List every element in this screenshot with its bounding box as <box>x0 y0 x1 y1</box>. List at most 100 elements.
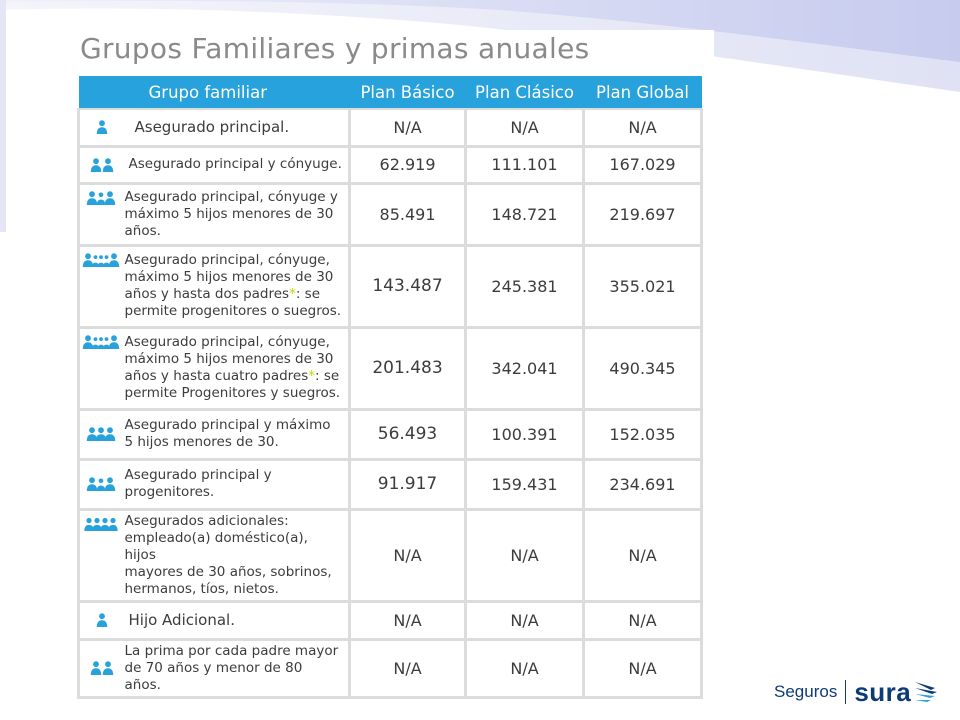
plan-global-value: 152.035 <box>582 407 704 461</box>
premium-value: N/A <box>628 610 657 630</box>
premium-value: 342.041 <box>491 358 558 378</box>
brand-seguros-text: Seguros <box>774 682 838 701</box>
group-description: Asegurado principal, cónyuge y máximo 5 h… <box>122 181 352 247</box>
description-line: Asegurado principal, cónyuge, <box>124 334 330 350</box>
family-icon <box>87 190 116 205</box>
premium-value: 111.101 <box>491 155 558 174</box>
description-text: años y hasta cuatro padres <box>124 368 309 384</box>
description-line: Asegurado principal, cónyuge y <box>124 188 338 205</box>
table-row: Asegurado principal y progenitores. 91.917… <box>77 457 704 511</box>
row-icon-cell <box>77 457 123 511</box>
plan-clasico-value: N/A <box>464 108 586 148</box>
asterisk-mark: * <box>308 368 316 384</box>
slide-title: Grupos Familiares y primas anuales <box>68 30 714 72</box>
plan-global-value: 234.691 <box>582 457 704 511</box>
premium-value: 91.917 <box>377 474 438 494</box>
description-text: : se <box>315 368 340 384</box>
group-description: Asegurado principal. <box>122 108 352 148</box>
premium-value: 100.391 <box>491 424 558 444</box>
premium-value: 167.029 <box>609 155 676 174</box>
table-row: Asegurado principal y máximo 5 hijos meno… <box>77 407 704 461</box>
plan-clasico-value: N/A <box>464 637 586 699</box>
premium-value: 355.021 <box>609 276 676 296</box>
premium-table: Grupo familiar Plan Básico Plan Clásico … <box>77 76 704 699</box>
premium-value: N/A <box>628 658 657 678</box>
premium-value: N/A <box>393 117 422 137</box>
description-line: empleado(a) doméstico(a), hijos <box>124 529 308 563</box>
description-line: de 70 años y menor de 80 años. <box>124 659 303 693</box>
description-line: Asegurado principal, cónyuge, <box>124 252 330 268</box>
premium-value: N/A <box>510 117 539 137</box>
premium-value: 148.721 <box>491 204 558 224</box>
group-description: Asegurado principal, cónyuge, máximo 5 hi… <box>122 243 352 329</box>
row-icon-cell <box>77 407 123 461</box>
premium-value: 219.697 <box>609 204 676 224</box>
sura-wing-icon <box>915 682 938 702</box>
description-line: años y hasta cuatro padres*: se <box>125 368 343 385</box>
row-icon-cell <box>77 108 123 148</box>
premium-value: 152.035 <box>609 424 676 444</box>
brand-sura-text: sura <box>854 676 912 707</box>
description-line: máximo 5 hijos menores de 30 <box>124 351 334 367</box>
row-icon-cell <box>77 507 123 603</box>
table-row: Asegurados adicionales: empleado(a) domés… <box>77 507 704 603</box>
description-line: máximo 5 hijos menores de 30 <box>124 269 334 285</box>
plan-global-value: 490.345 <box>582 325 704 411</box>
plan-basico-value: N/A <box>348 507 468 603</box>
table-row: Asegurado principal. N/A N/A N/A <box>77 108 704 148</box>
description-line: hermanos, tíos, nietos. <box>124 580 279 597</box>
extended-family-icon <box>83 252 120 267</box>
description-line: Asegurado principal y cónyuge. <box>128 156 342 172</box>
premium-value: N/A <box>510 610 539 630</box>
description-line: La prima por cada padre mayor <box>124 642 339 659</box>
plan-clasico-value: N/A <box>464 507 586 603</box>
premium-value: 201.483 <box>372 358 443 378</box>
plan-clasico-value: 111.101 <box>464 144 586 185</box>
group-description: Hijo Adicional. <box>122 599 352 641</box>
header-plan-clasico: Plan Clásico <box>465 76 584 109</box>
premium-value: 490.345 <box>609 358 676 378</box>
description-line: permite Progenitores y suegros. <box>124 385 341 401</box>
description-line: años y hasta dos padres*: se <box>125 286 343 303</box>
premium-value: N/A <box>393 610 422 630</box>
family-icon <box>87 477 116 491</box>
description-line: Asegurados adicionales: <box>124 512 289 529</box>
header-grupo-familiar: Grupo familiar <box>78 76 350 109</box>
table-row: Asegurado principal, cónyuge, máximo 5 hi… <box>77 243 704 329</box>
plan-clasico-value: 159.431 <box>464 457 586 511</box>
plan-basico-value: N/A <box>348 108 468 148</box>
description-line: progenitores. <box>124 484 215 500</box>
plan-clasico-value: N/A <box>464 599 586 641</box>
sura-logo: Seguros sura <box>774 672 950 712</box>
couple-icon <box>90 157 113 172</box>
premium-value: 85.491 <box>379 204 436 224</box>
brand-divider <box>845 680 847 704</box>
plan-global-value: N/A <box>582 599 704 641</box>
extended-family-icon <box>83 334 120 349</box>
description-line: 5 hijos menores de 30. <box>124 434 279 450</box>
asterisk-mark: * <box>289 286 296 302</box>
header-plan-global: Plan Global <box>583 76 702 109</box>
plan-global-value: N/A <box>582 637 704 699</box>
group-description: Asegurado principal y progenitores. <box>122 457 352 511</box>
person-icon <box>96 613 107 627</box>
plan-basico-value: 56.493 <box>348 407 468 461</box>
table-frame: Grupo familiar Plan Básico Plan Clásico … <box>68 72 714 700</box>
row-icon-cell <box>77 325 123 411</box>
plan-global-value: 355.021 <box>582 243 704 329</box>
plan-basico-value: 62.919 <box>348 144 468 185</box>
description-text: años y hasta dos padres <box>124 286 290 302</box>
description-line: Asegurado principal y máximo <box>124 417 331 433</box>
description-line: Hijo Adicional. <box>128 610 235 629</box>
group-description: Asegurados adicionales: empleado(a) domés… <box>122 507 352 603</box>
plan-global-value: 219.697 <box>582 181 704 247</box>
group-description: Asegurado principal y cónyuge. <box>122 144 352 185</box>
premium-value: 143.487 <box>372 276 443 296</box>
couple-icon <box>90 661 113 675</box>
plan-basico-value: N/A <box>348 637 468 699</box>
plan-clasico-value: 148.721 <box>464 181 586 247</box>
person-icon <box>96 120 107 135</box>
description-line: años. <box>124 222 161 239</box>
table-row: Asegurado principal, cónyuge y máximo 5 h… <box>77 181 704 247</box>
table-row: Hijo Adicional. N/A N/A N/A <box>77 599 704 641</box>
